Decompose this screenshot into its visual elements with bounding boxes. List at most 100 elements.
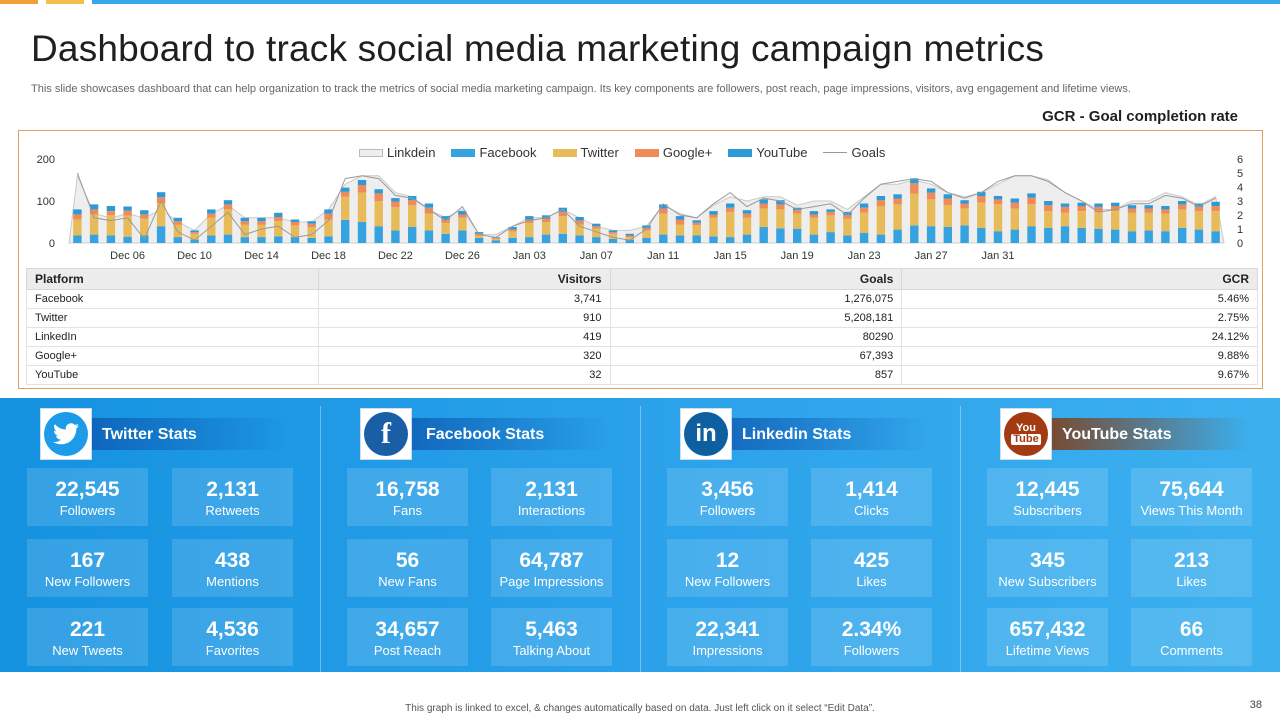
bar-youtube: [826, 209, 835, 212]
bar-youtube: [240, 217, 249, 222]
bar-googleplus: [307, 223, 316, 228]
stat-label: Mentions: [206, 574, 259, 589]
stat-card: 213 Likes: [1131, 539, 1252, 597]
bar-facebook: [541, 234, 551, 243]
stat-value: 345: [1029, 549, 1066, 572]
stat-card: 438 Mentions: [172, 539, 293, 597]
campaign-chart[interactable]: 0 100 200 0 1 2 3 4 5 6 Dec 06 Dec 10 Dec 14 Dec 18 De…: [19, 131, 1264, 266]
legend-item-facebook: Facebook: [451, 145, 537, 160]
bar-youtube: [1194, 203, 1204, 207]
bar-googleplus: [977, 196, 986, 203]
bar-facebook: [1161, 231, 1170, 243]
bar-facebook: [391, 230, 400, 243]
table-header-gcr[interactable]: GCR: [901, 268, 1258, 290]
bar-facebook: [608, 238, 618, 243]
bar-googleplus: [207, 213, 216, 218]
stat-value: 64,787: [519, 549, 584, 572]
bar-facebook: [726, 237, 735, 243]
table-header-goals[interactable]: Goals: [609, 268, 903, 290]
bar-googleplus: [190, 232, 199, 234]
bar-twitter: [977, 202, 986, 228]
bar-facebook: [1178, 227, 1187, 243]
stat-card: 22,341 Impressions: [667, 608, 788, 666]
bar-twitter: [474, 235, 484, 238]
stat-card: 4,536 Favorites: [172, 608, 293, 666]
bar-twitter: [1044, 211, 1053, 228]
bar-twitter: [1060, 212, 1070, 227]
bar-googleplus: [240, 221, 249, 225]
legend-swatch-goals: [823, 152, 848, 153]
stat-value: 5,463: [525, 618, 578, 641]
bar-twitter: [960, 208, 969, 226]
y-right-tick-label: 6: [1237, 154, 1243, 166]
table-header-visitors[interactable]: Visitors: [317, 268, 611, 290]
bar-facebook: [123, 236, 132, 243]
legend-swatch-googleplus: [634, 148, 659, 157]
stat-label: Followers: [843, 643, 900, 658]
table-cell-visitors: 419: [317, 327, 611, 347]
bar-googleplus: [943, 198, 952, 206]
bar-facebook: [1044, 227, 1053, 243]
bar-googleplus: [1044, 205, 1053, 212]
table-cell-goals: 1,276,075: [609, 289, 903, 309]
bar-youtube: [709, 211, 718, 215]
x-tick-label: Dec 14: [244, 250, 279, 262]
bar-youtube: [525, 216, 534, 220]
bar-youtube: [926, 188, 936, 193]
x-tick-label: Jan 15: [714, 250, 747, 262]
column-divider: [640, 406, 641, 672]
bar-twitter: [1127, 212, 1137, 232]
stat-label: Post Reach: [373, 643, 442, 658]
y-right-tick-label: 5: [1237, 168, 1243, 180]
stat-label: Followers: [699, 503, 756, 518]
table-cell-gcr: 2.75%: [901, 308, 1258, 328]
linkedin-stats-header: in Linkedin Stats: [680, 408, 930, 460]
bar-twitter: [156, 203, 166, 227]
stat-label: Fans: [393, 503, 422, 518]
bar-facebook: [977, 227, 986, 243]
bar-facebook: [458, 230, 467, 243]
bar-twitter: [374, 201, 383, 227]
legend-swatch-linkedin: [359, 148, 383, 157]
platform-metrics-table: Platform Visitors Goals GCR Facebook 3,7…: [26, 268, 1258, 385]
x-tick-label: Jan 07: [580, 250, 613, 262]
stat-value: 425: [853, 549, 890, 572]
stat-value: 2,131: [206, 478, 259, 501]
bar-youtube: [977, 191, 986, 196]
header-ribbon: [710, 418, 930, 450]
legend-item-twitter: Twitter: [552, 145, 619, 160]
bar-twitter: [675, 224, 685, 236]
stat-value: 22,341: [695, 618, 760, 641]
bar-googleplus: [290, 222, 300, 226]
accent-segment-orange: [0, 0, 38, 4]
legend-swatch-facebook: [451, 148, 476, 157]
bar-youtube: [893, 194, 902, 199]
bar-youtube: [809, 211, 819, 215]
bar-googleplus: [1194, 206, 1204, 212]
bar-facebook: [374, 226, 383, 243]
bar-facebook: [742, 234, 752, 243]
bar-facebook: [508, 238, 517, 243]
stat-card: 1,414 Clicks: [811, 468, 932, 526]
facebook-f-icon: f: [364, 412, 408, 456]
legend-item-googleplus: Google+: [634, 145, 712, 160]
column-divider: [960, 406, 961, 672]
bar-googleplus: [876, 200, 886, 207]
bar-twitter: [491, 238, 501, 241]
bar-facebook: [441, 233, 450, 243]
bar-youtube: [575, 217, 584, 221]
stat-value: 221: [69, 618, 106, 641]
stat-card: 167 New Followers: [27, 539, 148, 597]
bar-googleplus: [809, 214, 819, 218]
bar-googleplus: [859, 207, 869, 213]
stat-value: 12,445: [1015, 478, 1080, 501]
bar-facebook: [491, 240, 501, 243]
bar-youtube: [474, 232, 484, 234]
table-header-platform[interactable]: Platform: [26, 268, 319, 290]
bar-youtube: [156, 192, 166, 198]
stat-card: 345 New Subscribers: [987, 539, 1108, 597]
y-right-tick-label: 3: [1237, 196, 1243, 208]
x-tick-label: Dec 18: [311, 250, 346, 262]
bar-googleplus: [1111, 206, 1120, 211]
bar-twitter: [341, 196, 350, 220]
